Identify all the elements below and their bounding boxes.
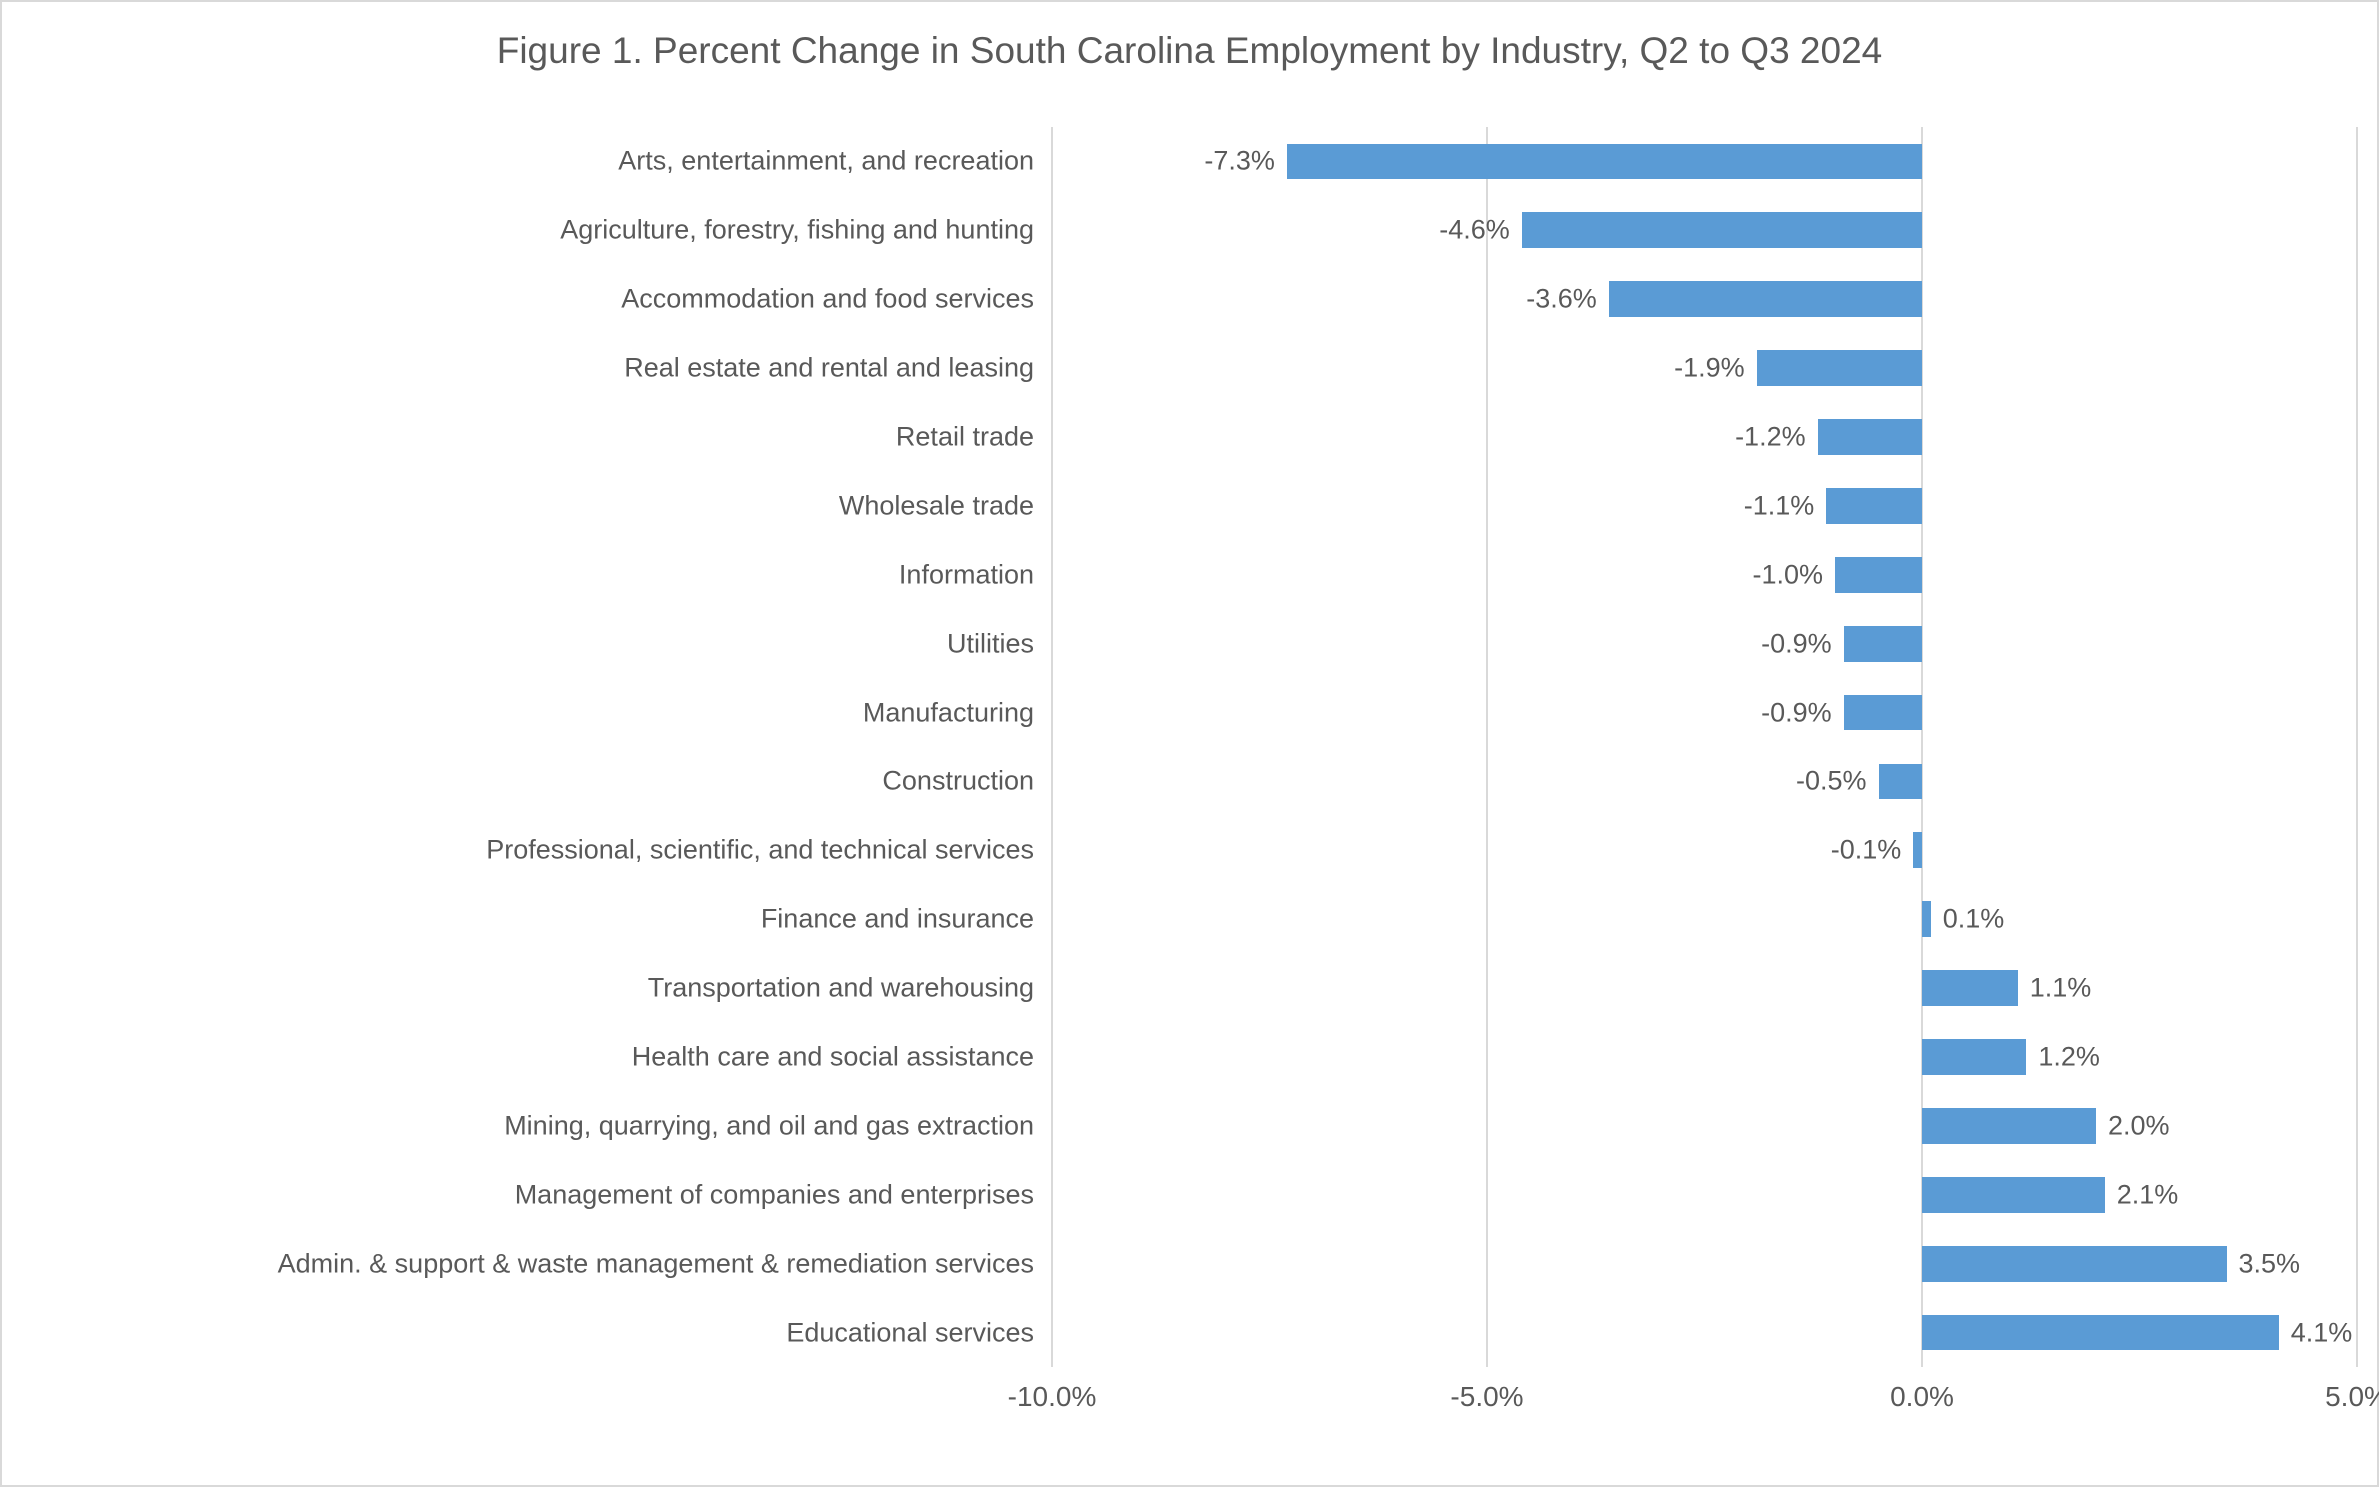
chart-title: Figure 1. Percent Change in South Caroli… xyxy=(2,30,2377,72)
category-label: Construction xyxy=(882,766,1052,797)
chart-frame: Figure 1. Percent Change in South Caroli… xyxy=(0,0,2379,1487)
category-label: Utilities xyxy=(947,628,1052,659)
x-tick-label: 5.0% xyxy=(2325,1381,2379,1413)
value-label: -1.2% xyxy=(1735,422,1806,453)
category-label: Wholesale trade xyxy=(839,490,1052,521)
bar xyxy=(1844,695,1922,731)
category-label: Accommodation and food services xyxy=(621,284,1052,315)
value-label: 3.5% xyxy=(2239,1248,2301,1279)
bar xyxy=(1835,557,1922,593)
value-label: 2.0% xyxy=(2108,1110,2170,1141)
bar xyxy=(1922,1177,2105,1213)
x-tick-label: 0.0% xyxy=(1890,1381,1954,1413)
value-label: -7.3% xyxy=(1204,146,1275,177)
bar xyxy=(1922,901,1931,937)
bar xyxy=(1922,1039,2026,1075)
category-label: Manufacturing xyxy=(863,697,1052,728)
gridline xyxy=(1486,127,1488,1367)
value-label: 1.2% xyxy=(2038,1042,2100,1073)
value-label: -0.9% xyxy=(1761,697,1832,728)
bar xyxy=(1818,419,1922,455)
category-label: Mining, quarrying, and oil and gas extra… xyxy=(504,1110,1052,1141)
category-label: Transportation and warehousing xyxy=(648,973,1052,1004)
value-label: -0.1% xyxy=(1831,835,1902,866)
bar xyxy=(1609,281,1922,317)
value-label: 1.1% xyxy=(2030,973,2092,1004)
bar xyxy=(1826,488,1922,524)
bar xyxy=(1922,1246,2227,1282)
category-label: Arts, entertainment, and recreation xyxy=(618,146,1052,177)
category-label: Admin. & support & waste management & re… xyxy=(278,1248,1052,1279)
x-tick-label: -10.0% xyxy=(1008,1381,1097,1413)
plot-area: -10.0%-5.0%0.0%5.0%Arts, entertainment, … xyxy=(1052,127,2357,1367)
bar xyxy=(1922,970,2018,1006)
bar xyxy=(1287,144,1922,180)
bar xyxy=(1922,1315,2279,1351)
bar xyxy=(1757,350,1922,386)
bar xyxy=(1879,764,1923,800)
category-label: Educational services xyxy=(786,1317,1052,1348)
value-label: -1.9% xyxy=(1674,353,1745,384)
value-label: 4.1% xyxy=(2291,1317,2353,1348)
value-label: 0.1% xyxy=(1943,904,2005,935)
bar xyxy=(1922,1108,2096,1144)
category-label: Professional, scientific, and technical … xyxy=(486,835,1052,866)
category-label: Information xyxy=(899,559,1052,590)
bar xyxy=(1913,832,1922,868)
category-label: Agriculture, forestry, fishing and hunti… xyxy=(560,215,1052,246)
value-label: 2.1% xyxy=(2117,1179,2179,1210)
category-label: Retail trade xyxy=(896,422,1052,453)
x-tick-label: -5.0% xyxy=(1450,1381,1523,1413)
value-label: -0.9% xyxy=(1761,628,1832,659)
category-label: Finance and insurance xyxy=(761,904,1052,935)
category-label: Management of companies and enterprises xyxy=(515,1179,1052,1210)
value-label: -0.5% xyxy=(1796,766,1867,797)
value-label: -1.0% xyxy=(1752,559,1823,590)
value-label: -4.6% xyxy=(1439,215,1510,246)
bar xyxy=(1844,626,1922,662)
value-label: -3.6% xyxy=(1526,284,1597,315)
category-label: Health care and social assistance xyxy=(632,1042,1052,1073)
gridline xyxy=(2356,127,2358,1367)
category-label: Real estate and rental and leasing xyxy=(624,353,1052,384)
bar xyxy=(1522,212,1922,248)
value-label: -1.1% xyxy=(1744,490,1815,521)
